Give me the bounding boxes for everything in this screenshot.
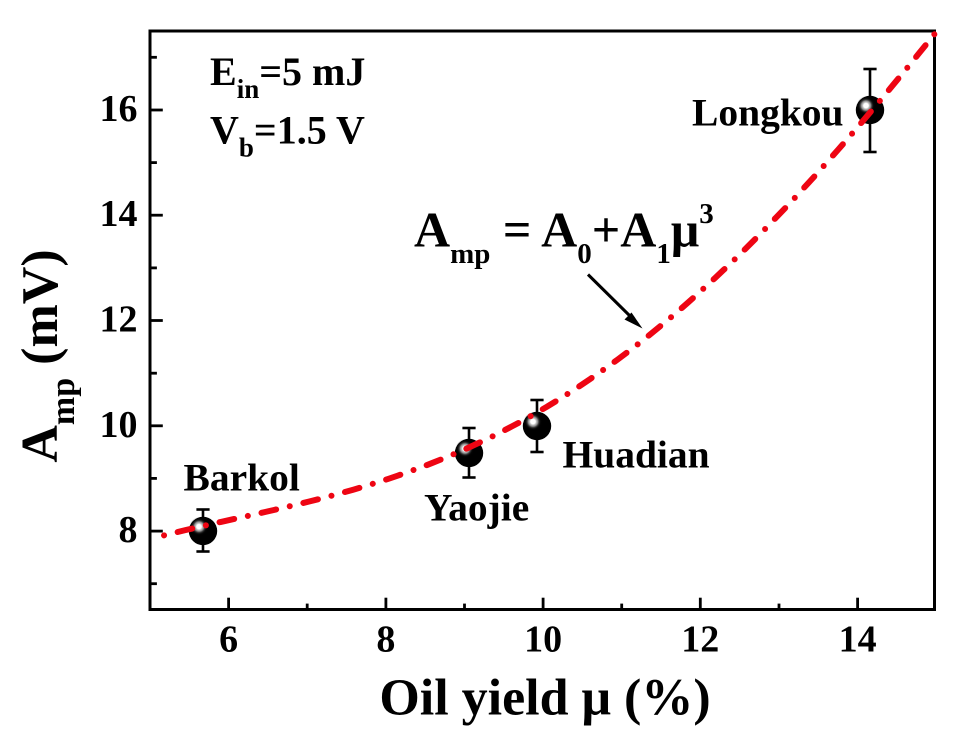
svg-text:16: 16 bbox=[100, 88, 138, 130]
svg-text:Huadian: Huadian bbox=[563, 432, 710, 476]
svg-text:10: 10 bbox=[100, 404, 138, 446]
svg-text:Longkou: Longkou bbox=[692, 91, 844, 135]
svg-text:12: 12 bbox=[681, 618, 719, 660]
svg-text:12: 12 bbox=[100, 299, 138, 341]
svg-text:6: 6 bbox=[219, 618, 238, 660]
svg-text:10: 10 bbox=[524, 618, 562, 660]
svg-text:Oil yield μ (%): Oil yield μ (%) bbox=[379, 670, 710, 727]
svg-text:Barkol: Barkol bbox=[184, 456, 300, 500]
svg-text:14: 14 bbox=[100, 193, 138, 235]
svg-text:Yaojie: Yaojie bbox=[424, 485, 529, 529]
svg-text:8: 8 bbox=[376, 618, 395, 660]
svg-text:14: 14 bbox=[839, 618, 877, 660]
svg-text:8: 8 bbox=[119, 509, 138, 551]
svg-text:Ein=5 mJ: Ein=5 mJ bbox=[210, 49, 365, 104]
